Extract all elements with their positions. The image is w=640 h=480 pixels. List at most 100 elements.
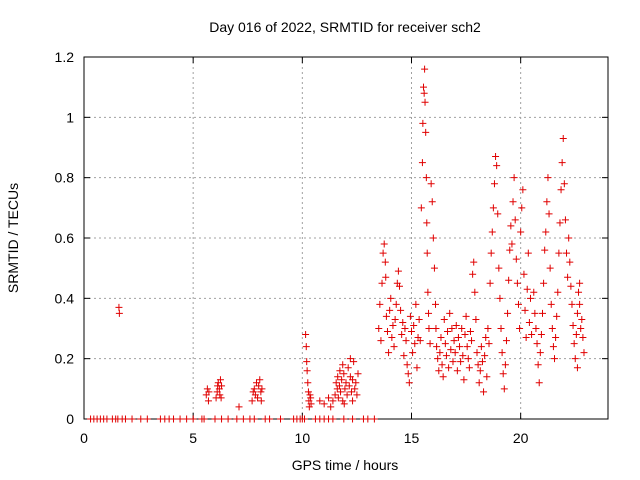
data-point — [577, 325, 585, 332]
data-point — [476, 367, 484, 375]
data-points — [87, 65, 588, 423]
data-point — [406, 312, 414, 320]
data-point — [570, 340, 578, 348]
data-point — [422, 128, 430, 136]
data-point — [409, 349, 417, 357]
data-point — [546, 264, 554, 272]
data-point — [497, 325, 505, 332]
data-point — [495, 264, 503, 272]
data-point — [489, 204, 497, 212]
data-point — [420, 83, 428, 91]
data-point — [453, 367, 461, 375]
data-point — [258, 385, 266, 393]
data-point — [561, 216, 569, 224]
data-point — [450, 337, 458, 345]
data-point — [307, 400, 315, 408]
data-point — [490, 180, 498, 188]
data-point — [248, 397, 256, 405]
data-point — [137, 415, 145, 423]
data-point — [451, 349, 459, 357]
data-point — [463, 343, 471, 351]
data-point — [464, 355, 472, 363]
data-point — [410, 321, 418, 329]
data-point — [435, 367, 443, 375]
data-point — [128, 415, 136, 423]
data-point — [334, 373, 342, 381]
data-point — [235, 403, 243, 411]
data-point — [239, 415, 247, 423]
data-point — [477, 343, 485, 351]
data-point — [524, 249, 532, 257]
data-point — [532, 325, 540, 332]
data-point — [254, 394, 262, 402]
data-point — [211, 415, 219, 423]
data-point — [395, 282, 403, 290]
data-point — [349, 376, 357, 384]
data-point — [519, 186, 527, 194]
data-point — [554, 288, 562, 296]
data-point — [494, 210, 502, 218]
data-point — [216, 391, 224, 399]
data-point — [335, 382, 343, 390]
data-point — [354, 370, 362, 378]
data-point — [375, 325, 383, 332]
data-point — [496, 294, 504, 302]
data-point — [544, 174, 552, 182]
data-point — [560, 180, 568, 188]
data-point — [517, 228, 525, 236]
data-point — [487, 249, 495, 257]
data-point — [403, 361, 411, 369]
data-point — [559, 134, 567, 142]
y-tick-label: 0.4 — [55, 290, 75, 306]
data-point — [565, 234, 573, 242]
y-tick-label: 1.2 — [55, 49, 75, 65]
data-point — [379, 249, 387, 257]
data-point — [510, 174, 518, 182]
data-point — [548, 325, 556, 332]
data-point — [332, 379, 340, 387]
data-point — [505, 276, 513, 284]
data-point — [389, 321, 397, 329]
data-point — [413, 364, 421, 372]
data-point — [421, 65, 429, 73]
data-point — [502, 337, 510, 345]
data-point — [520, 270, 528, 278]
data-point — [525, 318, 533, 326]
data-point — [555, 249, 563, 257]
x-axis-label: GPS time / hours — [292, 457, 399, 473]
data-point — [343, 391, 351, 399]
data-point — [498, 349, 506, 357]
data-point — [203, 385, 211, 393]
data-point — [575, 288, 583, 296]
data-point — [425, 309, 433, 317]
data-point — [484, 325, 492, 332]
data-point — [430, 264, 438, 272]
data-point — [446, 309, 454, 317]
data-point — [569, 321, 577, 329]
data-point — [388, 334, 396, 342]
data-point — [540, 279, 548, 287]
data-point — [401, 325, 409, 332]
data-point — [493, 162, 501, 170]
data-point — [216, 376, 224, 384]
data-point — [302, 343, 310, 351]
data-point — [512, 255, 520, 263]
data-point — [434, 355, 442, 363]
data-point — [376, 300, 384, 308]
data-point — [440, 315, 448, 323]
data-point — [444, 328, 452, 336]
data-point — [427, 180, 435, 188]
data-point — [411, 340, 419, 348]
data-point — [325, 394, 333, 402]
data-point — [256, 376, 264, 384]
data-point — [339, 397, 347, 405]
x-tick-label: 0 — [80, 430, 88, 446]
data-point — [336, 367, 344, 375]
data-point — [438, 361, 446, 369]
data-point — [115, 303, 123, 311]
data-point — [418, 159, 426, 167]
data-point — [421, 98, 429, 106]
y-tick-label: 0.8 — [55, 170, 75, 186]
data-point — [398, 331, 406, 339]
